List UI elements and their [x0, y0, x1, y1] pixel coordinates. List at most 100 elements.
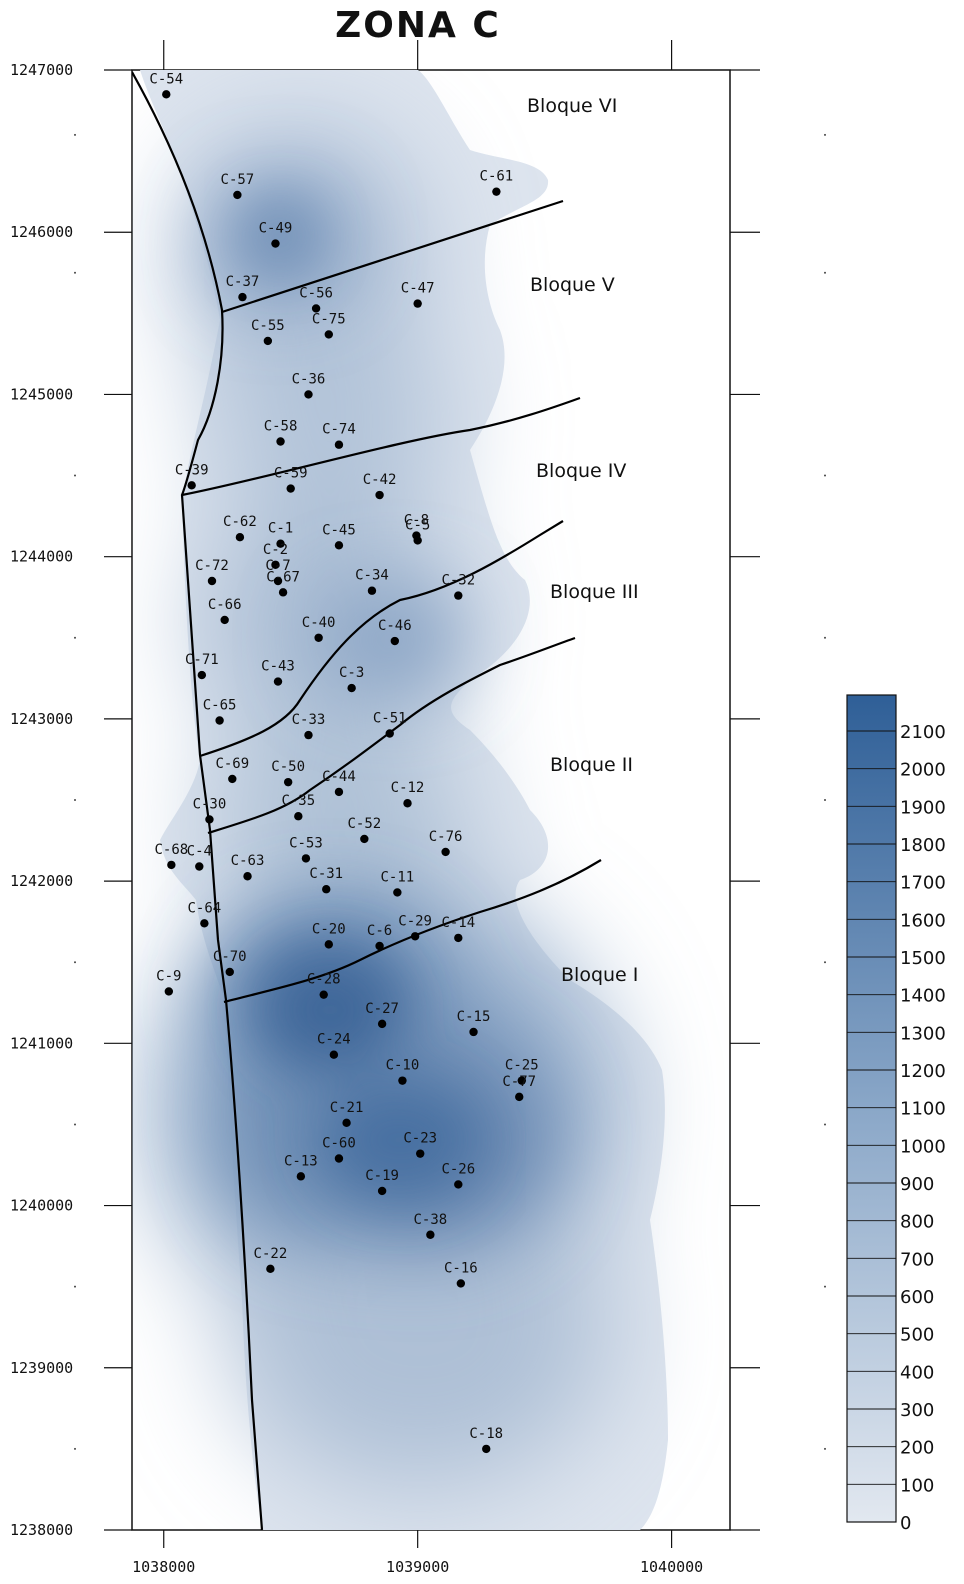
- legend-label: 1800: [900, 835, 946, 856]
- well-marker: C-45: [322, 522, 356, 550]
- well-label: C-71: [185, 652, 219, 668]
- well-marker: C-56: [299, 285, 333, 313]
- grid-dot: [824, 1285, 826, 1288]
- well-label: C-76: [429, 829, 463, 845]
- well-dot: [441, 847, 450, 857]
- fault-vi-v: [221, 199, 564, 314]
- well-marker: C-47: [401, 281, 435, 308]
- well-label: C-35: [281, 793, 315, 809]
- well-label: C-72: [195, 558, 229, 574]
- well-label: C-7: [265, 558, 290, 574]
- well-label: C-10: [386, 1058, 420, 1074]
- grid-dot: [824, 271, 826, 274]
- well-dot: [276, 437, 285, 446]
- block-label-ii: Bloque II: [550, 754, 633, 776]
- well-label: C-37: [226, 274, 260, 290]
- well-dot: [347, 683, 356, 693]
- grid-dot: [74, 1123, 76, 1126]
- well-label: C-62: [223, 514, 257, 530]
- well-marker: C-6: [367, 923, 392, 951]
- grid-dot: [824, 133, 826, 136]
- well-label: C-8: [404, 513, 429, 529]
- well-label: C-44: [322, 769, 356, 785]
- well-marker: C-55: [251, 318, 285, 346]
- well-label: C-60: [322, 1136, 356, 1152]
- well-label: C-9: [156, 968, 181, 984]
- well-marker: C-7: [265, 558, 291, 586]
- well-label: C-67: [266, 569, 300, 585]
- well-marker: C-10: [386, 1058, 420, 1085]
- well-marker: C-62: [223, 514, 257, 542]
- grid-dot: [74, 474, 76, 477]
- well-marker: C-66: [208, 597, 242, 625]
- well-label: C-28: [307, 972, 341, 988]
- grid-dot: [824, 474, 826, 477]
- color-legend: 2100200019001800170016001500140013001200…: [846, 694, 946, 1534]
- well-marker: C-72: [195, 558, 229, 586]
- well-marker: C-46: [378, 618, 412, 646]
- well-dot: [410, 932, 420, 941]
- well-marker: C-63: [231, 853, 264, 881]
- well-label: C-42: [363, 472, 397, 488]
- y-tick-label: 1240000: [10, 1197, 73, 1215]
- well-marker: C-21: [330, 1100, 363, 1128]
- well-marker: C-44: [322, 769, 356, 797]
- legend-label: 900: [900, 1174, 934, 1195]
- well-marker: C-53: [289, 835, 323, 863]
- well-label: C-56: [299, 285, 333, 301]
- well-dot: [456, 1279, 466, 1288]
- well-label: C-22: [254, 1246, 288, 1262]
- well-dot: [266, 1264, 275, 1274]
- well-marker: C-2: [263, 542, 288, 569]
- grid-dot: [74, 1447, 76, 1450]
- well-dot: [273, 576, 283, 586]
- well-dot: [233, 190, 242, 200]
- well-label: C-13: [284, 1153, 318, 1169]
- well-dot: [329, 1050, 339, 1059]
- well-dot: [225, 967, 234, 977]
- well-dot: [273, 677, 283, 686]
- fault-v-iv: [181, 396, 581, 497]
- well-marker: C-52: [347, 816, 381, 844]
- well-dot: [360, 834, 369, 844]
- well-label: C-65: [203, 698, 237, 714]
- well-marker: C-23: [403, 1131, 437, 1158]
- well-dot: [413, 299, 422, 308]
- well-label: C-59: [274, 466, 308, 482]
- legend-label: 300: [900, 1400, 934, 1421]
- well-label: C-14: [441, 915, 475, 931]
- well-dot: [215, 716, 224, 725]
- well-label: C-29: [398, 913, 432, 929]
- legend-label: 1000: [900, 1136, 946, 1157]
- well-label: C-58: [264, 418, 298, 434]
- well-label: C-19: [365, 1168, 399, 1184]
- legend-label: 500: [900, 1325, 934, 1346]
- well-dot: [492, 187, 501, 196]
- well-marker: C-18: [469, 1426, 503, 1454]
- well-marker: C-37: [226, 274, 260, 302]
- well-label: C-16: [444, 1260, 478, 1276]
- well-label: C-4: [187, 844, 212, 860]
- well-dot: [235, 533, 245, 542]
- block-labels: Bloque VI Bloque V Bloque IV Bloque III …: [527, 95, 639, 986]
- well-marker: C-51: [373, 710, 407, 738]
- grid-dot: [74, 271, 76, 274]
- y-tick-label: 1245000: [10, 385, 73, 403]
- well-dot: [286, 484, 295, 493]
- well-label: C-25: [505, 1058, 539, 1074]
- x-tick-label: 1038000: [132, 1558, 195, 1576]
- well-label: C-18: [469, 1426, 503, 1442]
- well-label: C-23: [403, 1131, 437, 1147]
- well-label: C-40: [302, 615, 336, 631]
- well-label: C-31: [309, 866, 343, 882]
- well-marker: C-4: [187, 844, 212, 871]
- well-dot: [393, 888, 402, 897]
- well-dot: [454, 591, 463, 600]
- well-marker: C-49: [259, 221, 292, 248]
- well-marker: C-34: [355, 568, 389, 595]
- block-label-vi: Bloque VI: [527, 95, 617, 117]
- well-label: C-2: [263, 542, 288, 558]
- well-dot: [377, 1019, 387, 1029]
- well-dot: [195, 862, 204, 871]
- legend-label: 700: [900, 1249, 934, 1270]
